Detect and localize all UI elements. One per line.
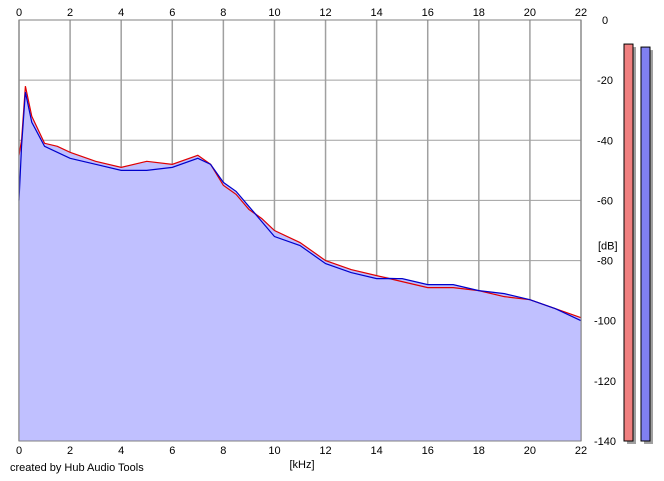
x-tick-label-bottom: 20 [524, 445, 536, 457]
x-tick-label-top: 6 [169, 7, 175, 19]
spectrum-fill [19, 86, 581, 442]
x-tick-label-top: 8 [220, 7, 226, 19]
y-tick-label: -40 [597, 135, 613, 147]
y-tick-label: -140 [594, 436, 616, 448]
x-tick-label-bottom: 4 [118, 445, 124, 457]
x-tick-label-bottom: 12 [319, 445, 331, 457]
x-tick-label-bottom: 10 [268, 445, 280, 457]
plot-frame [18, 19, 582, 442]
x-axis-label: [kHz] [289, 459, 314, 471]
x-tick-label-top: 16 [422, 7, 434, 19]
x-tick-label-bottom: 8 [220, 445, 226, 457]
y-tick-label: -120 [594, 376, 616, 388]
y-tick-label: -20 [597, 75, 613, 87]
x-tick-label-top: 14 [371, 7, 383, 19]
level-meter-bar [640, 46, 651, 442]
y-tick-label: -80 [597, 256, 613, 268]
y-tick-labels: 0 -20 -40 -60 -80 -100 -120 -140 [594, 15, 616, 448]
x-tick-label-bottom: 18 [473, 445, 485, 457]
level-meter-bar [623, 43, 634, 442]
x-tick-label-top: 12 [319, 7, 331, 19]
credit-text: created by Hub Audio Tools [10, 462, 144, 474]
x-tick-label-bottom: 6 [169, 445, 175, 457]
x-tick-label-top: 18 [473, 7, 485, 19]
series-lines [18, 86, 582, 322]
x-tick-label-top: 10 [268, 7, 280, 19]
y-axis-label: [dB] [598, 241, 618, 253]
x-tick-label-top: 4 [118, 7, 124, 19]
x-tick-label-bottom: 14 [371, 445, 383, 457]
x-tick-label-bottom: 16 [422, 445, 434, 457]
series-line-1 [18, 86, 582, 319]
x-tick-label-top: 22 [575, 7, 587, 19]
level-meters [623, 43, 653, 445]
y-tick-label: 0 [602, 15, 608, 27]
x-tick-label-bottom: 2 [67, 445, 73, 457]
x-tick-label-bottom: 22 [575, 445, 587, 457]
x-tick-label-top: 2 [67, 7, 73, 19]
y-tick-label: -100 [594, 316, 616, 328]
series-line-2 [18, 92, 582, 322]
y-tick-label: -60 [597, 195, 613, 207]
x-tick-label-top: 0 [16, 7, 22, 19]
x-tick-label-bottom: 0 [16, 445, 22, 457]
x-tick-label-top: 20 [524, 7, 536, 19]
